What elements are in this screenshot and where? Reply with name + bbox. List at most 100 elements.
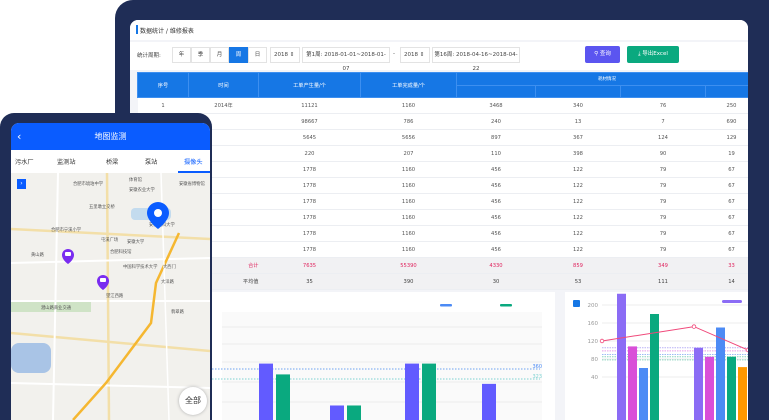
mobile-tabs: 污水厂 监测站 桥梁 泵站 摄像头 bbox=[11, 150, 210, 173]
bar bbox=[330, 405, 344, 420]
col-time: 时间 bbox=[188, 72, 259, 98]
table-cell: 67 bbox=[705, 161, 748, 178]
table-cell: 19 bbox=[705, 145, 748, 162]
table-cell: 35 bbox=[258, 273, 361, 290]
y-tick-label: 200 bbox=[588, 303, 599, 309]
table-cell: 456 bbox=[456, 177, 536, 194]
query-button[interactable]: ⚲ 查询 bbox=[585, 46, 620, 63]
table-cell: 1160 bbox=[360, 225, 457, 242]
map-label: 五里墩立交桥 bbox=[89, 203, 115, 210]
reference-label: 323 bbox=[532, 374, 542, 380]
table-cell: 456 bbox=[456, 161, 536, 178]
sub-col bbox=[705, 85, 748, 98]
tab-camera[interactable]: 摄像头 bbox=[184, 159, 203, 166]
y-tick-label: 120 bbox=[588, 339, 599, 345]
period-day[interactable]: 日 bbox=[248, 47, 267, 63]
table-cell: 859 bbox=[535, 257, 621, 274]
table-cell: 122 bbox=[535, 177, 621, 194]
table-cell: 11121 bbox=[258, 97, 361, 114]
map-canvas: 体育馆合肥市琥珀中学安徽农业大学安徽省博物馆五里墩立交桥安徽医科大学合肥市宁溪小… bbox=[11, 173, 210, 420]
camera-pin-icon[interactable] bbox=[62, 249, 74, 264]
bar bbox=[482, 383, 496, 420]
bar bbox=[738, 367, 747, 420]
table-row: 1 2014年 11121 1160 3468 340 76 250 bbox=[137, 97, 748, 114]
table-cell: 67 bbox=[705, 241, 748, 258]
table-cell: 456 bbox=[456, 209, 536, 226]
table-cell: 456 bbox=[456, 241, 536, 258]
start-week-select[interactable]: 第1周: 2018-01-01~2018-01-07 bbox=[302, 47, 390, 72]
trend-point bbox=[745, 347, 748, 353]
table-cell: 1778 bbox=[258, 177, 361, 194]
table-cell: 55390 bbox=[360, 257, 457, 274]
bar bbox=[639, 368, 648, 420]
table-cell: 1778 bbox=[258, 209, 361, 226]
table-cell: 53 bbox=[535, 273, 621, 290]
period-year[interactable]: 年 bbox=[172, 47, 191, 63]
table-cell: 129 bbox=[705, 129, 748, 146]
bar bbox=[405, 363, 419, 420]
table-cell: 1778 bbox=[258, 225, 361, 242]
period-label: 统计周期: bbox=[137, 53, 161, 59]
table-cell: 2014年 bbox=[188, 97, 259, 114]
bar bbox=[617, 293, 626, 420]
query-label: 查询 bbox=[599, 51, 611, 57]
table-cell: 79 bbox=[620, 241, 706, 258]
table-cell: 1778 bbox=[258, 193, 361, 210]
table-cell: 240 bbox=[456, 113, 536, 130]
map-label: 体育馆 bbox=[129, 176, 143, 183]
table-cell: 67 bbox=[705, 225, 748, 242]
table-cell: 1160 bbox=[360, 97, 457, 114]
start-year-stepper[interactable]: 2018 ⇕ bbox=[270, 47, 300, 63]
expand-panel-button[interactable]: › bbox=[17, 179, 26, 189]
table-cell: 90 bbox=[620, 145, 706, 162]
end-year-stepper[interactable]: 2018 ⇕ bbox=[400, 47, 430, 63]
tab-sewage-plant[interactable]: 污水厂 bbox=[15, 159, 34, 166]
table-cell: 30 bbox=[456, 273, 536, 290]
export-excel-button[interactable]: ⤓ 导出Excel bbox=[627, 46, 679, 63]
tab-monitoring-station[interactable]: 监测站 bbox=[57, 159, 76, 166]
end-week-select[interactable]: 第16周: 2018-04-16~2018-04-22 bbox=[432, 47, 520, 72]
map-label: 合肥市琥珀中学 bbox=[73, 180, 104, 187]
map-label: 安徽大学 bbox=[127, 238, 145, 245]
table-cell: 79 bbox=[620, 161, 706, 178]
table-cell: 1160 bbox=[360, 209, 457, 226]
col-created: 工单产生量/个 bbox=[258, 72, 361, 98]
table-cell: 67 bbox=[705, 177, 748, 194]
show-all-button[interactable]: 全部 bbox=[179, 387, 207, 415]
camera-pin-icon[interactable] bbox=[97, 275, 109, 290]
period-month[interactable]: 月 bbox=[210, 47, 229, 63]
mobile-header: ‹ 地图监测 bbox=[11, 123, 210, 150]
table-cell: 456 bbox=[456, 193, 536, 210]
back-icon[interactable]: ‹ bbox=[17, 130, 22, 143]
table-cell: 250 bbox=[705, 97, 748, 114]
tab-bridge[interactable]: 桥梁 bbox=[106, 159, 119, 166]
table-cell: 122 bbox=[535, 225, 621, 242]
legend-swatch bbox=[440, 304, 452, 307]
table-row: 220 207 110 398 90 19 bbox=[137, 145, 748, 162]
table-cell: 349 bbox=[620, 257, 706, 274]
period-quarter[interactable]: 季 bbox=[191, 47, 210, 63]
table-row: 1778 1160 456 122 79 67 bbox=[137, 209, 748, 226]
map-label: 翡翠路 bbox=[171, 308, 185, 315]
period-week[interactable]: 周 bbox=[229, 47, 248, 63]
sub-col bbox=[535, 85, 621, 98]
map[interactable]: 体育馆合肥市琥珀中学安徽农业大学安徽省博物馆五里墩立交桥安徽医科大学合肥市宁溪小… bbox=[11, 173, 210, 420]
table-cell: 7635 bbox=[258, 257, 361, 274]
chart-icon bbox=[573, 300, 580, 307]
table-cell: 33 bbox=[705, 257, 748, 274]
map-label: 安徽农业大学 bbox=[129, 186, 155, 193]
table-row: 5645 5656 897 367 124 129 bbox=[137, 129, 748, 146]
bar bbox=[276, 374, 290, 420]
tab-pump-station[interactable]: 泵站 bbox=[145, 159, 158, 166]
table-cell: 897 bbox=[456, 129, 536, 146]
table-row: 98667 786 240 13 7 690 bbox=[137, 113, 748, 130]
search-icon: ⚲ bbox=[594, 51, 599, 57]
sub-col bbox=[456, 85, 536, 98]
table-cell: 1160 bbox=[360, 193, 457, 210]
range-separator: - bbox=[393, 51, 395, 57]
report-table: 序号 时间 工单产生量/个 工单完成量/个 耗材情况 1 2014年 11121 1160 34… bbox=[137, 72, 748, 290]
table-row: 1778 1160 456 122 79 67 bbox=[137, 225, 748, 242]
export-label: 导出Excel bbox=[642, 51, 668, 57]
map-label: 潜山路商业交通 bbox=[41, 304, 72, 311]
bar bbox=[705, 356, 714, 420]
